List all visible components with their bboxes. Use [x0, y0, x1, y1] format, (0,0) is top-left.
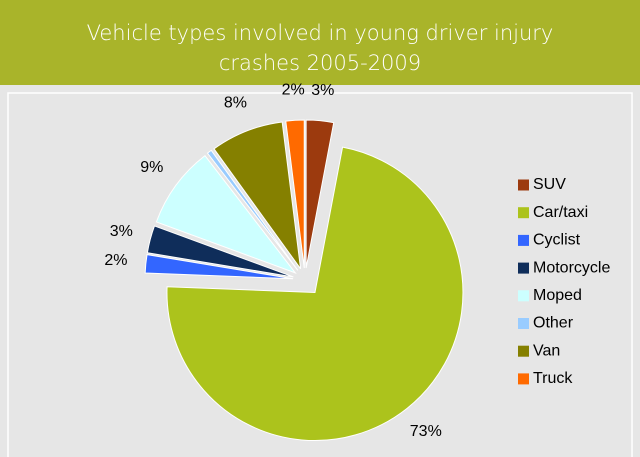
data-label: 73%	[410, 423, 442, 440]
data-label: 9%	[140, 159, 163, 176]
pie-slice	[144, 254, 294, 280]
legend-label: SUV	[533, 176, 566, 193]
legend-label: Moped	[533, 287, 582, 304]
legend-swatch	[518, 290, 529, 302]
legend-label: Cyclist	[533, 232, 581, 249]
legend-swatch	[518, 262, 529, 274]
legend-swatch	[518, 207, 529, 219]
legend-label: Van	[533, 342, 560, 359]
legend-swatch	[518, 318, 529, 329]
pie-slice	[146, 225, 294, 278]
legend-label: Car/taxi	[533, 204, 588, 221]
data-label: 2%	[282, 82, 305, 99]
chart-title: Vehicle types involved in young driver i…	[0, 0, 640, 85]
legend-swatch	[518, 179, 529, 191]
pie-slice	[285, 119, 305, 269]
data-label: 8%	[224, 94, 247, 111]
legend-swatch	[518, 234, 529, 246]
pie-slice	[206, 149, 299, 271]
data-label: 3%	[110, 223, 133, 240]
pie-slice	[155, 154, 297, 274]
data-label: 3%	[311, 82, 334, 99]
legend-swatch	[518, 373, 529, 385]
data-label: 2%	[104, 252, 127, 269]
pie-slice	[213, 121, 302, 270]
pie-slice	[305, 119, 335, 269]
legend-label: Motorcycle	[533, 259, 610, 276]
pie-slice	[166, 146, 464, 441]
plot-border	[7, 92, 633, 457]
legend-label: Truck	[533, 370, 573, 387]
legend-label: Other	[533, 315, 574, 332]
legend-swatch	[518, 345, 529, 357]
